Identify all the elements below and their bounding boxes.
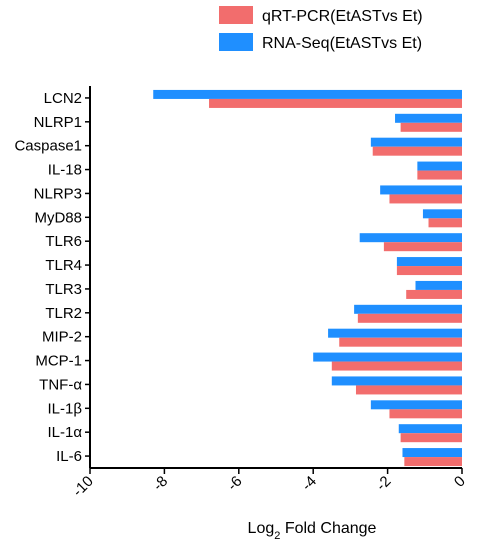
bar-qrtpcr-IL-1β [389,409,462,419]
bar-qrtpcr-TLR3 [406,289,462,299]
bar-rnaseq-TLR4 [396,257,462,267]
legend-label: RNA-Seq(EtASTvs Et) [262,35,422,52]
y-tick-label: IL-18 [48,162,82,179]
bar-rnaseq-IL-18 [417,161,462,171]
y-tick-label: Caspase1 [14,138,82,155]
bar-qrtpcr-Caspase1 [372,146,462,156]
bar-qrtpcr-IL-6 [404,457,462,467]
y-tick-label: IL-1β [48,400,83,417]
legend-swatch [219,6,253,24]
bar-qrtpcr-TLR2 [357,313,462,323]
legend-label: qRT-PCR(EtASTvs Et) [262,8,423,25]
y-tick-label: NLRP1 [34,114,82,131]
x-tick-label: -4 [299,473,320,494]
bar-qrtpcr-MCP-1 [331,361,462,371]
y-tick-label: NLRP3 [34,185,82,202]
x-tick-label: -8 [150,473,171,494]
bar-qrtpcr-TLR6 [383,242,462,252]
bar-rnaseq-TLR6 [359,233,462,243]
y-tick-label: IL-6 [56,448,82,465]
bar-qrtpcr-TNF-α [355,385,462,395]
y-tick-label: LCN2 [44,90,82,107]
x-axis-title-main: Log [248,520,275,537]
bar-rnaseq-IL-1α [398,424,462,434]
bar-rnaseq-TNF-α [331,376,462,386]
bar-rnaseq-MIP-2 [328,328,462,338]
x-tick-label: -10 [69,473,96,500]
bar-qrtpcr-LCN2 [209,98,462,108]
bar-qrtpcr-MIP-2 [339,337,462,347]
bar-rnaseq-LCN2 [153,89,463,99]
y-tick-label: TLR6 [45,233,82,250]
bar-rnaseq-NLRP1 [395,113,462,123]
bar-rnaseq-TLR2 [354,304,462,314]
y-tick-label: TLR4 [45,257,82,274]
x-tick-label: 0 [451,473,469,491]
bar-rnaseq-Caspase1 [370,137,462,147]
bar-rnaseq-MyD88 [422,209,462,219]
x-tick-label: -2 [373,473,394,494]
y-tick-label: MyD88 [34,209,82,226]
y-tick-label: MIP-2 [42,329,82,346]
x-tick-label: -6 [224,473,245,494]
bar-rnaseq-MCP-1 [313,352,462,362]
bars [153,89,463,467]
y-tick-label: TNF-α [39,376,82,393]
bar-rnaseq-IL-1β [370,400,462,410]
bar-qrtpcr-NLRP3 [389,194,462,204]
bar-qrtpcr-TLR4 [396,266,462,276]
legend-swatch [219,33,253,51]
x-axis-title-tail: Fold Change [280,520,376,537]
legend: qRT-PCR(EtASTvs Et) RNA-Seq(EtASTvs Et) [219,6,423,52]
y-tick-label: MCP-1 [35,353,82,370]
y-tick-label: TLR2 [45,305,82,322]
y-tick-label: IL-1α [47,424,82,441]
bar-qrtpcr-IL-1α [400,433,462,443]
bar-qrtpcr-IL-18 [417,170,462,180]
bar-rnaseq-NLRP3 [380,185,462,195]
x-axis-title-subscript: 2 [274,530,280,542]
bar-qrtpcr-NLRP1 [400,122,462,132]
bar-rnaseq-TLR3 [415,280,462,290]
x-axis-title: Log2 Fold Change [248,520,377,542]
y-tick-label: TLR3 [45,281,82,298]
bar-qrtpcr-MyD88 [428,218,462,228]
bar-rnaseq-IL-6 [402,448,462,458]
